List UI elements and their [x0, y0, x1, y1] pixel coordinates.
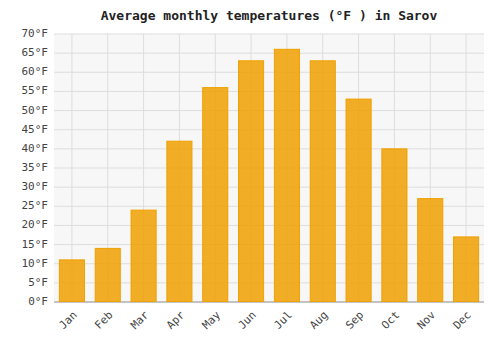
bars: [59, 49, 478, 302]
y-tick-label: 60°F: [22, 65, 49, 78]
bar: [454, 237, 479, 302]
y-grid-line: [54, 187, 484, 188]
bar: [274, 49, 299, 302]
y-tick-label: 55°F: [22, 84, 49, 97]
y-tick-label: 40°F: [22, 142, 49, 155]
bar: [59, 260, 84, 302]
x-tick-label: Mar: [128, 308, 152, 332]
x-tick-label: Apr: [164, 308, 188, 332]
y-grid-line: [54, 34, 484, 35]
bar: [346, 99, 371, 302]
x-tick-label: Jul: [271, 309, 294, 332]
y-tick-label: 50°F: [22, 104, 49, 117]
y-tick-label: 0°F: [28, 295, 48, 308]
y-tick-label: 30°F: [22, 180, 49, 193]
chart-container: 0°F 5°F 10°F 15°F 20°F 25°F 30°F 35°F 40°F 45°F 50…: [0, 0, 500, 350]
y-tick-label: 65°F: [22, 46, 49, 59]
x-tick-label: Feb: [92, 309, 115, 332]
x-tick-label: Dec: [451, 309, 474, 332]
x-tick-label: Nov: [415, 308, 439, 332]
bar: [239, 61, 264, 302]
bar: [418, 199, 443, 302]
x-tick-label: Sep: [343, 309, 366, 332]
x-tick-label: Jan: [56, 309, 79, 332]
bar: [95, 248, 120, 302]
y-tick-label: 35°F: [22, 161, 49, 174]
y-grid-line: [54, 110, 484, 111]
y-grid-line: [54, 148, 484, 149]
grid: [54, 34, 484, 302]
y-tick-label: 70°F: [22, 27, 49, 40]
title: Average monthly temperatures (°F ) in Sa…: [101, 8, 438, 23]
y-grid-line: [54, 168, 484, 169]
x-tick-label: May: [200, 308, 224, 332]
y-grid-line: [54, 91, 484, 92]
y-tick-label: 10°F: [22, 257, 49, 270]
y-tick-label: 5°F: [28, 276, 48, 289]
y-grid-line: [54, 53, 484, 54]
y-tick-label: 25°F: [22, 199, 49, 212]
y-tick-label: 20°F: [22, 218, 49, 231]
y-grid-line: [54, 129, 484, 130]
x-tick-label: Jun: [236, 309, 259, 332]
y-tick-label: 15°F: [22, 238, 49, 251]
bar: [131, 210, 156, 302]
y-grid-line: [54, 72, 484, 73]
chart: 0°F 5°F 10°F 15°F 20°F 25°F 30°F 35°F 40°F 45°F 50…: [0, 0, 500, 350]
x-tick-label: Aug: [307, 309, 330, 332]
bar: [310, 61, 335, 302]
bar: [167, 141, 192, 302]
x-tick-label: Oct: [379, 309, 402, 332]
y-tick-label: 45°F: [22, 123, 49, 136]
axes: 0°F 5°F 10°F 15°F 20°F 25°F 30°F 35°F 40°F 45°F 50…: [22, 27, 485, 332]
bar: [382, 149, 407, 302]
bar: [203, 88, 228, 302]
plot-background: [54, 34, 484, 302]
